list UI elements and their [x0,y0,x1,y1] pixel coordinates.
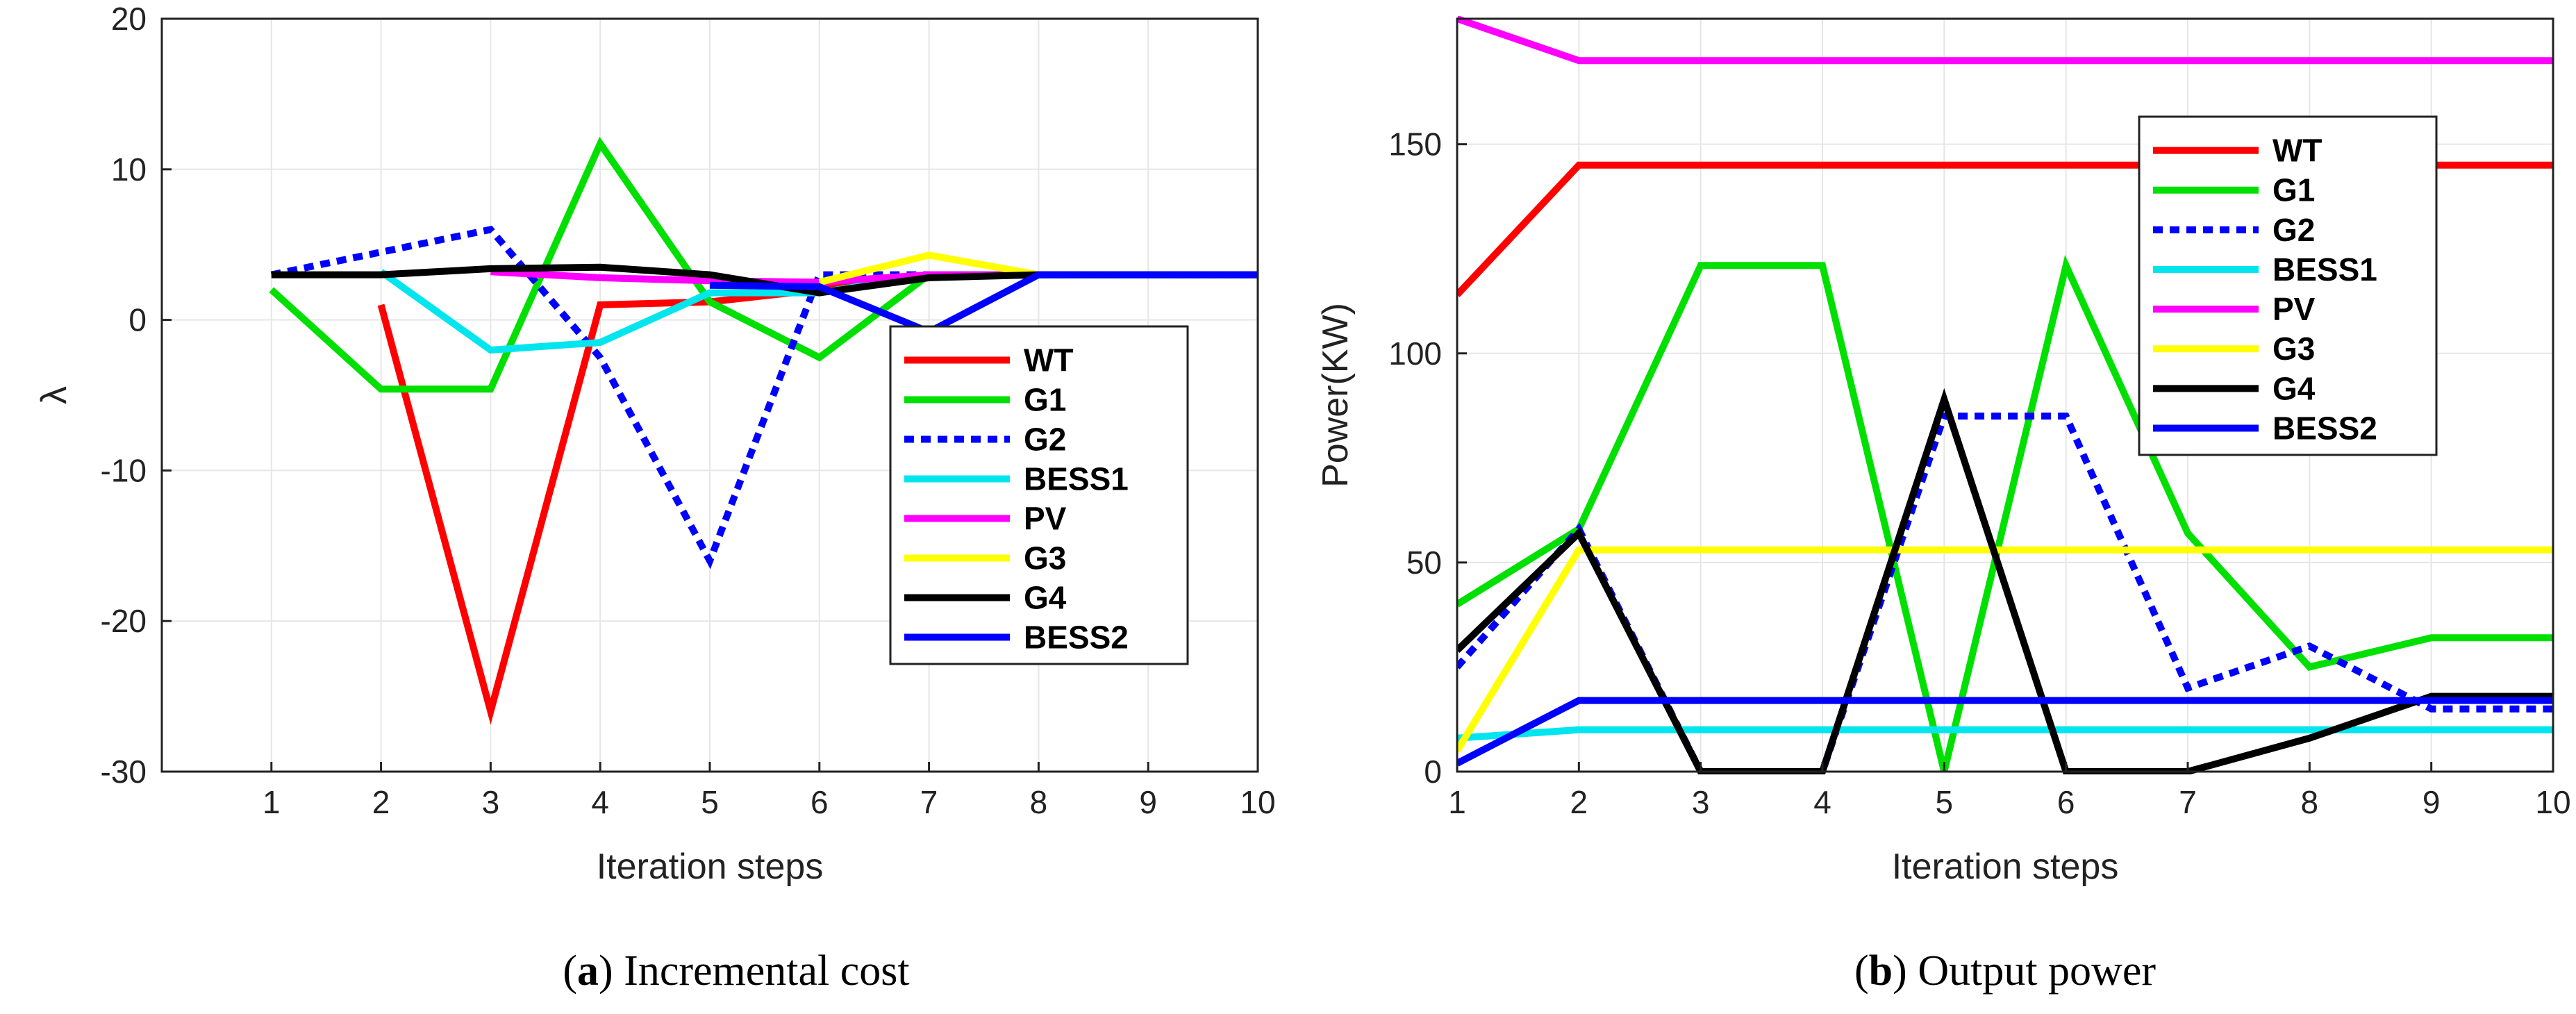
y-axis-label: λ [34,386,74,404]
chart-panel-a: 1 2 3 4 5 6 7 8 9 10 -30 -20 -10 0 10 20 Iteration steps… [34,1,1276,995]
x-tick-label: 5 [701,784,719,820]
x-tick-label: 3 [482,784,500,820]
legend-label-g4: G4 [2272,370,2316,406]
x-tick-label: 6 [811,784,829,820]
legend-label-bess1: BESS1 [2272,251,2377,288]
y-tick-label: 20 [111,1,147,37]
y-tick-label: 0 [128,302,147,338]
x-axis-label: Iteration steps [1892,847,2119,887]
series-line-bess2 [1457,697,2553,767]
legend-label-g3: G3 [2272,331,2315,367]
legend-label-wt: WT [2272,133,2322,169]
x-tick-label: 7 [920,784,938,820]
series-line-bess1 [1457,726,2553,742]
series-lines [269,136,1258,725]
x-tick-label: 9 [2423,784,2441,820]
x-tick-label: 1 [1448,784,1466,820]
y-tick-label: -20 [101,603,147,639]
caption-text: Incremental cost [613,947,910,995]
legend-label-bess2: BESS2 [1024,620,1129,656]
series-line-g4 [1457,388,2553,774]
caption-letter: b [1869,947,1893,995]
legend-label-g4: G4 [1024,580,1067,616]
series-line-g3 [1457,546,2553,753]
series-line-pv [1457,16,2553,65]
x-tick-label: 4 [591,784,609,820]
caption-letter: a [577,947,599,995]
caption-text: Output power [1907,947,2157,995]
legend-label-g1: G1 [2272,172,2315,208]
y-tick-label: 10 [111,151,147,188]
x-tick-label: 8 [2301,784,2319,820]
y-axis-label: Power(KW) [1315,303,1356,488]
y-tick-label: 150 [1388,126,1442,163]
x-tick-label: 1 [263,784,281,820]
legend-box [2138,115,2438,456]
series-line-g1 [1457,255,2553,773]
y-tick-label: -10 [101,452,147,488]
x-tick-label: 2 [1570,784,1588,820]
x-tick-label: 4 [1813,784,1831,820]
caption: (a) Incremental cost [563,947,909,995]
legend-label-bess1: BESS1 [1024,461,1129,497]
legend-label-pv: PV [2272,291,2316,327]
legend-box [889,325,1189,665]
x-tick-label: 5 [1936,784,1954,820]
legend-label-g1: G1 [1024,382,1066,418]
x-tick-label: 6 [2057,784,2075,820]
caption-open: ( [1854,947,1869,995]
x-tick-label: 2 [372,784,390,820]
caption-close: ) [599,947,613,995]
caption: (b) Output power [1854,947,2156,995]
x-tick-label: 10 [2535,784,2570,820]
legend-label-pv: PV [1024,501,1067,537]
x-tick-label: 10 [1240,784,1275,820]
caption-close: ) [1893,947,1907,995]
series-line-bess2 [709,271,1258,336]
legend-label-g3: G3 [1024,540,1066,576]
x-tick-label: 3 [1692,784,1710,820]
y-tick-label: 50 [1406,545,1442,581]
y-tick-label: -30 [101,754,147,790]
legend-label-g2: G2 [2272,212,2315,248]
y-tick-label: 0 [1424,754,1442,790]
legend-label-wt: WT [1024,342,1074,379]
legend-label-bess2: BESS2 [2272,410,2377,446]
x-axis-label: Iteration steps [597,847,824,887]
caption-open: ( [563,947,577,995]
x-tick-label: 9 [1139,784,1157,820]
x-tick-label: 8 [1030,784,1048,820]
legend-label-g2: G2 [1024,422,1066,458]
y-tick-label: 100 [1388,335,1442,372]
plot-frame [1456,17,2554,773]
x-tick-label: 7 [2179,784,2197,820]
